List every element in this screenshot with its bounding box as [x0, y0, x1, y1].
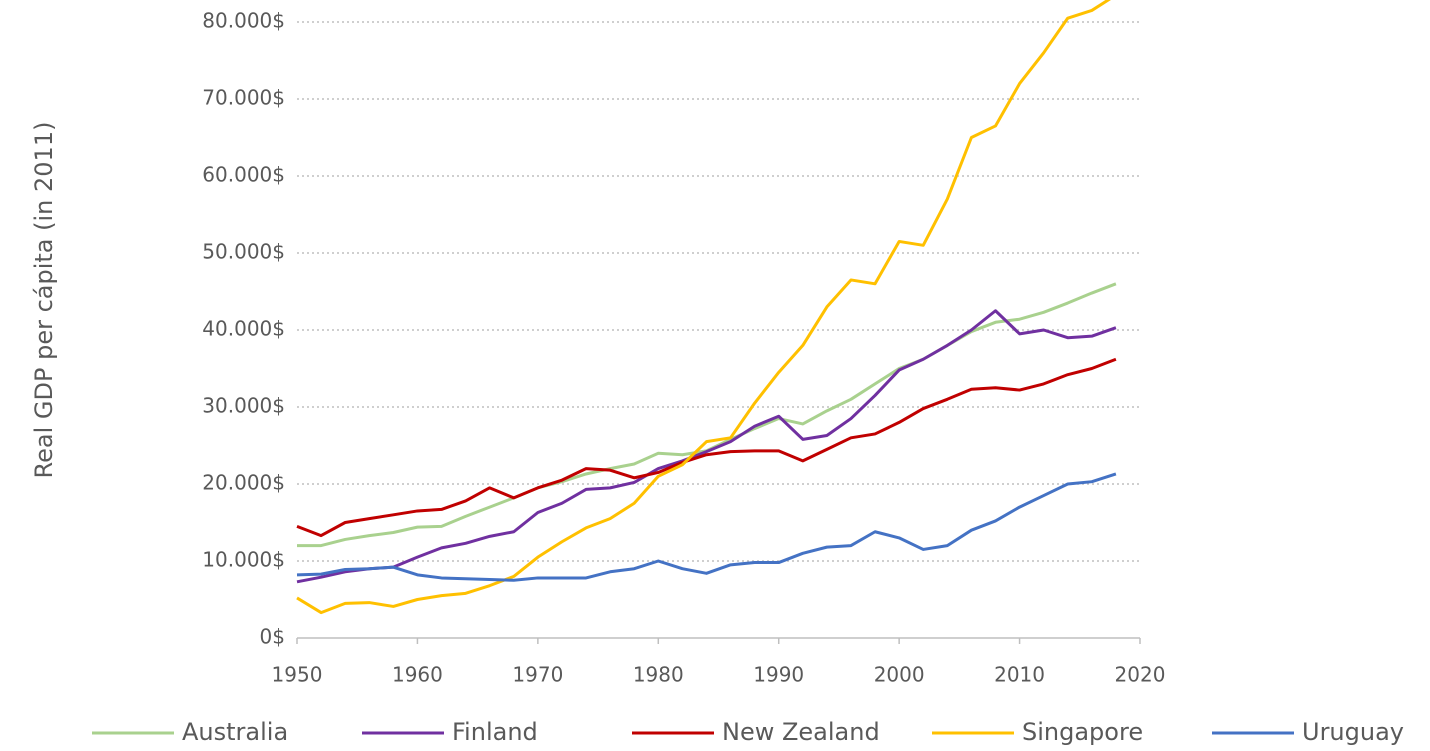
legend-label: Australia: [182, 718, 288, 746]
y-tick-label: 50.000$: [202, 240, 285, 264]
series-line: [297, 282, 1117, 548]
y-tick-label: 10.000$: [202, 548, 285, 572]
y-tick-label: 60.000$: [202, 163, 285, 187]
y-tick-label: 70.000$: [202, 86, 285, 110]
legend-label: Finland: [452, 718, 538, 746]
x-tick-label: 1980: [633, 663, 684, 687]
y-tick-label: 30.000$: [202, 394, 285, 418]
x-tick-label: 2010: [994, 663, 1045, 687]
x-tick-label: 2000: [874, 663, 925, 687]
x-tick-label: 2020: [1115, 663, 1166, 687]
series-line: [296, 0, 1111, 615]
y-tick-label: 0$: [260, 625, 285, 649]
y-tick-label: 80.000$: [202, 9, 285, 33]
x-tick-label: 1950: [272, 663, 323, 687]
series-line: [296, 357, 1117, 538]
series-line: [296, 309, 1117, 584]
legend-label: Singapore: [1022, 718, 1143, 746]
legend-label: Uruguay: [1302, 718, 1404, 746]
x-tick-label: 1990: [753, 663, 804, 687]
y-axis-title: Real GDP per cápita (in 2011): [30, 122, 58, 479]
legend-label: New Zealand: [722, 718, 880, 746]
series-line: [296, 472, 1117, 582]
y-tick-label: 20.000$: [202, 471, 285, 495]
y-tick-label: 40.000$: [202, 317, 285, 341]
x-tick-label: 1960: [392, 663, 443, 687]
x-tick-label: 1970: [512, 663, 563, 687]
